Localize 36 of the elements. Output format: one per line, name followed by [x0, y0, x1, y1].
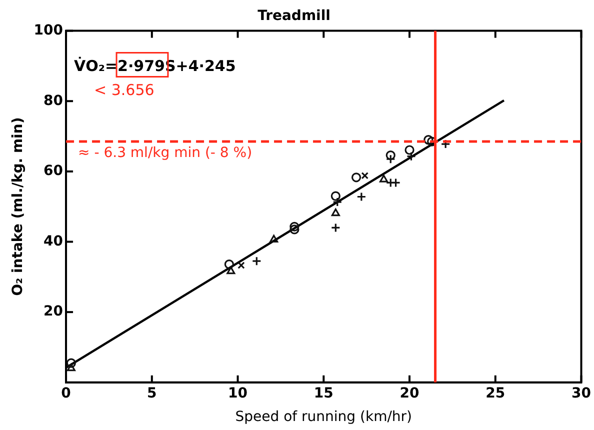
x-tick-label: 0 [61, 385, 72, 402]
annotation: < 3.656 [94, 80, 154, 99]
point [331, 208, 340, 216]
x-tick-label: 15 [314, 385, 334, 402]
chart-title: Treadmill [258, 8, 330, 24]
y-axis-title: O₂ intake (ml./kg. min) [10, 117, 26, 296]
point [270, 234, 278, 242]
annotation: ≈ - 6.3 ml/kg min (- 8 %) [78, 144, 252, 161]
point [386, 150, 396, 160]
x-tick-label: 10 [228, 385, 248, 402]
x-tick-label: 5 [147, 385, 157, 402]
point [238, 262, 245, 269]
y-tick-label: 100 [34, 22, 64, 38]
point [66, 358, 76, 368]
point [390, 178, 401, 188]
point [252, 256, 262, 266]
point [361, 172, 368, 180]
point [226, 266, 236, 274]
point [351, 172, 362, 182]
x-tick-label: 30 [572, 385, 592, 402]
x-tick-label: 20 [400, 385, 420, 402]
point [290, 222, 300, 232]
y-tick-label: 80 [44, 92, 64, 109]
y-tick-label: 20 [44, 304, 64, 320]
y-tick-label: 40 [44, 233, 64, 250]
point [66, 364, 76, 372]
point [379, 174, 388, 182]
x-axis-title: Speed of running (km/hr) [235, 409, 412, 426]
point [330, 222, 340, 232]
x-tick-label: 25 [486, 385, 506, 402]
point [404, 145, 414, 155]
y-tick-label: 60 [44, 163, 64, 180]
point [224, 259, 234, 270]
point [424, 134, 434, 145]
point [290, 224, 300, 234]
point [330, 191, 340, 201]
